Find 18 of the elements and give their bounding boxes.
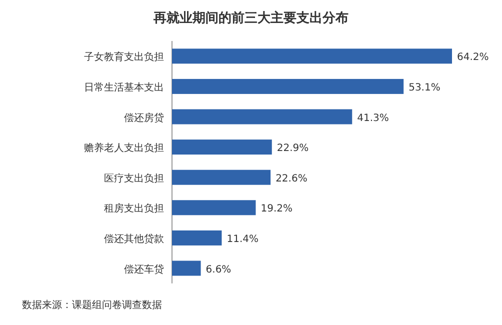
title: 再就业期间的前三大主要支出分布 <box>154 11 348 26</box>
category-label: 偿还房贷 <box>124 112 164 124</box>
data-label: 6.6% <box>206 264 232 276</box>
data-label: 11.4% <box>226 234 258 245</box>
category-label: 日常生活基本支出 <box>84 82 164 94</box>
category-label: 租房支出负担 <box>104 204 164 215</box>
data-label: 22.9% <box>276 143 309 154</box>
category-label: 偿还车贷 <box>124 264 164 276</box>
category-label: 医疗支出负担 <box>104 173 164 184</box>
data-label: 22.6% <box>276 173 308 184</box>
data-label: 19.2% <box>260 204 293 215</box>
data-label: 64.2% <box>457 52 489 64</box>
data-label: 53.1% <box>408 82 440 94</box>
annotation: 数据来源：课题组问卷调查数据 <box>22 300 162 311</box>
data-label: 41.3% <box>357 112 389 124</box>
category-label: 偿还其他贷款 <box>104 234 164 245</box>
category-label: 赡养老人支出负担 <box>84 143 164 154</box>
category-label: 子女教育支出负担 <box>84 52 164 64</box>
